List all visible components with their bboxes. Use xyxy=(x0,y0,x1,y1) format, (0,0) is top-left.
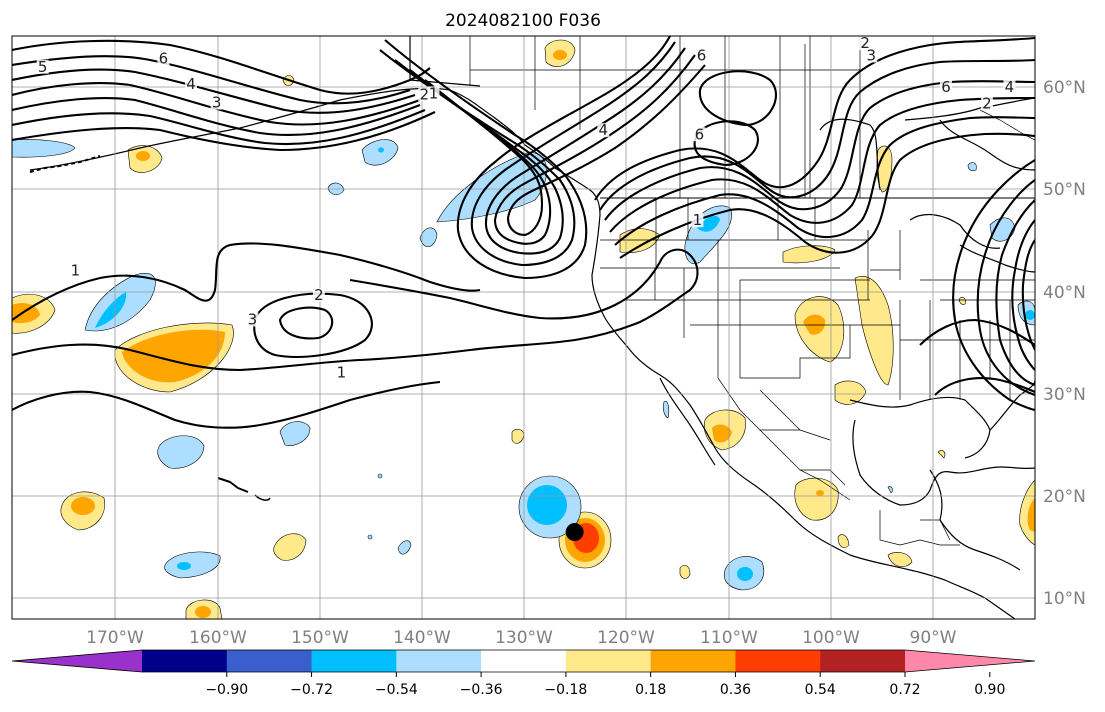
contour-label: 4 xyxy=(186,75,196,93)
colorbar-tick-label: −0.36 xyxy=(460,682,503,698)
lon-label: 170°W xyxy=(86,628,144,648)
contour-label: 1 xyxy=(693,211,703,229)
map-border xyxy=(11,35,1036,620)
colorbar-segment xyxy=(481,650,567,672)
colorbar-tick-label: 0.18 xyxy=(635,682,666,698)
lat-lon-grid xyxy=(12,36,1035,619)
contour-label-bg xyxy=(859,36,872,51)
colorbar-extend-high xyxy=(905,650,1035,672)
contour-label: 4 xyxy=(1005,78,1015,96)
contour-label-bg xyxy=(246,312,259,327)
colorbar-tick-label: −0.54 xyxy=(375,682,418,698)
colorbar-tick-label: 0.90 xyxy=(974,682,1005,698)
contour-label-bg xyxy=(210,95,223,110)
colorbar xyxy=(11,649,1036,673)
lon-label: 160°W xyxy=(189,628,247,648)
contour-label-bg xyxy=(695,48,708,63)
contour-label: 2 xyxy=(314,286,324,304)
contour-label: 3 xyxy=(212,94,222,112)
contour-label-bg xyxy=(427,86,440,101)
contour-label: 6 xyxy=(695,125,705,143)
colorbar-segment xyxy=(820,650,906,672)
contour-label: 1 xyxy=(429,84,439,102)
lon-label: 120°W xyxy=(597,628,655,648)
lat-label: 10°N xyxy=(1043,589,1086,609)
contour-label: 2 xyxy=(419,85,429,103)
contour-label: 5 xyxy=(38,58,48,76)
contour-label: 6 xyxy=(159,50,169,68)
colorbar-extend-low xyxy=(12,650,142,672)
colorbar-segment xyxy=(650,650,736,672)
contour-label-bg xyxy=(1003,80,1016,95)
contour-label: 1 xyxy=(71,261,81,279)
colorbar-tick-label: 0.72 xyxy=(889,682,920,698)
lat-label: 50°N xyxy=(1043,180,1086,200)
lon-label: 110°W xyxy=(700,628,758,648)
lat-label: 30°N xyxy=(1043,385,1086,405)
contour-label: 4 xyxy=(599,121,609,139)
colorbar-segment xyxy=(396,650,482,672)
contour-label: 6 xyxy=(697,47,707,65)
colorbar-tick-label: −0.72 xyxy=(290,682,333,698)
map-title: 2024082100 F036 xyxy=(445,11,601,31)
contour-label: 1 xyxy=(337,364,347,382)
lon-label: 100°W xyxy=(802,628,860,648)
contour-label: 3 xyxy=(248,310,258,328)
colorbar-segment xyxy=(735,650,821,672)
storm-center-marker xyxy=(565,523,584,542)
colorbar-tick-label: −0.18 xyxy=(544,682,587,698)
contour-label-bg xyxy=(69,263,82,278)
contour-label: 2 xyxy=(860,34,870,52)
colorbar-tick-label: 0.36 xyxy=(720,682,751,698)
contour-label-bg xyxy=(980,96,993,111)
contour-label-bg xyxy=(693,127,706,142)
lon-label: 130°W xyxy=(495,628,553,648)
colorbar-segment xyxy=(226,650,313,672)
contour-label-bg xyxy=(185,77,198,92)
contour-label: 3 xyxy=(867,47,877,65)
lon-label: 140°W xyxy=(393,628,451,648)
colorbar-tick-label: −0.90 xyxy=(205,682,248,698)
height-contours xyxy=(12,36,1035,429)
lat-label: 20°N xyxy=(1043,487,1086,507)
colorbar-labels: −0.90 −0.72 −0.54 −0.36 −0.18 0.18 0.36 0.54 0.7… xyxy=(205,672,1005,698)
colorbar-segment xyxy=(142,650,228,672)
political-boundaries xyxy=(409,36,1035,546)
latitude-labels: 10°N 20°N 30°N 40°N 50°N 60°N xyxy=(1043,78,1086,609)
contour-label-bg xyxy=(335,365,348,380)
lat-label: 40°N xyxy=(1043,283,1086,303)
colorbar-tick-label: 0.54 xyxy=(805,682,836,698)
lon-label: 90°W xyxy=(910,628,957,648)
contour-label: 6 xyxy=(941,78,951,96)
contour-label-bg xyxy=(418,87,431,102)
anomaly-shading xyxy=(12,39,1035,619)
contour-label-bg xyxy=(597,123,610,138)
longitude-labels: 170°W 160°W 150°W 140°W 130°W 120°W 110°… xyxy=(86,628,957,648)
contour-label-bg xyxy=(939,80,952,95)
colorbar-segment xyxy=(565,650,652,672)
colorbar-segment xyxy=(311,650,397,672)
contour-label-bg xyxy=(312,287,325,302)
contour-label-bg xyxy=(691,213,704,228)
colorbar-outline xyxy=(11,649,1036,673)
contour-label-bg xyxy=(36,59,49,74)
lat-label: 60°N xyxy=(1043,78,1086,98)
lon-label: 150°W xyxy=(291,628,349,648)
contour-label: 2 xyxy=(982,95,992,113)
contour-label-bg xyxy=(865,48,878,63)
contour-label-bg xyxy=(157,51,170,66)
